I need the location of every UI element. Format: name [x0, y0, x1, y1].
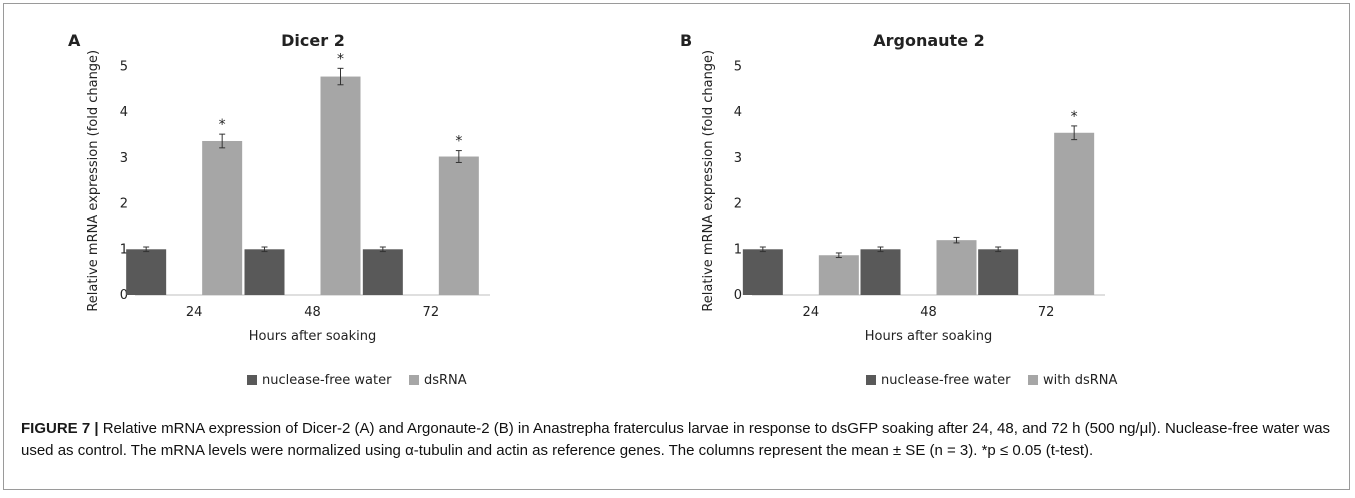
panel-b-legend-swatch [866, 375, 876, 385]
panel-b-ytick-label: 2 [734, 197, 742, 212]
panel-a-significance-mark: * [219, 117, 226, 133]
panel-a-bar [438, 156, 479, 295]
panel-b-bar [860, 249, 901, 295]
figure-caption: FIGURE 7 | Relative mRNA expression of D… [21, 418, 1333, 461]
panel-b-significance-mark: * [1071, 109, 1078, 125]
panel-b-bar [1054, 132, 1095, 295]
panel-a-bar [320, 76, 361, 295]
panel-b-ytick-label: 0 [734, 288, 742, 303]
panel-a-xtick-label: 72 [423, 305, 440, 320]
panel-b-ytick-label: 4 [734, 105, 742, 120]
panel-b-ytick-label: 3 [734, 151, 742, 166]
panel-a-label: A [68, 31, 81, 50]
panel-b-ytick-label: 5 [734, 60, 742, 75]
panel-a-xlabel: Hours after soaking [249, 329, 376, 344]
panel-a-bar [362, 249, 403, 295]
panel-b-ylabel: Relative mRNA expression (fold change) [701, 50, 716, 312]
panel-b-bar [742, 249, 783, 295]
panel-a-ylabel: Relative mRNA expression (fold change) [86, 50, 101, 312]
panel-a-ytick-label: 4 [120, 105, 128, 120]
panel-a-ytick-label: 0 [120, 288, 128, 303]
figure-charts: A Dicer 2 Relative mRNA expression (fold c… [68, 31, 1117, 388]
panel-a-legend-swatch [247, 375, 257, 385]
panel-a-bar [202, 140, 243, 295]
panel-a-significance-mark: * [337, 51, 344, 67]
panel-b-title: Argonaute 2 [873, 31, 985, 50]
panel-a-ytick-label: 3 [120, 151, 128, 166]
panel-a-xtick-label: 48 [304, 305, 321, 320]
panel-b-bar [978, 249, 1019, 295]
panel-a-legend-label: nuclease-free water [262, 373, 392, 388]
panel-a-ytick-label: 1 [120, 242, 128, 257]
panel-a-legend-swatch [409, 375, 419, 385]
caption-text: Relative mRNA expression of Dicer-2 (A) … [21, 420, 1331, 459]
panel-b-ytick-label: 1 [734, 242, 742, 257]
caption-label: FIGURE 7 | [21, 420, 99, 437]
panel-a-title: Dicer 2 [281, 31, 345, 50]
panel-b-legend-swatch [1028, 375, 1038, 385]
panel-a-bar [244, 249, 285, 295]
panel-a-bar [126, 249, 167, 295]
panel-b-legend-label: nuclease-free water [881, 373, 1011, 388]
panel-a-legend-label: dsRNA [424, 373, 467, 388]
panel-a-significance-mark: * [455, 134, 462, 150]
panel-b-xlabel: Hours after soaking [865, 329, 992, 344]
figure-frame [3, 3, 1350, 490]
panel-a-ytick-label: 2 [120, 197, 128, 212]
panel-b-xtick-label: 72 [1038, 305, 1055, 320]
panel-b-bar [818, 255, 859, 295]
panel-b-bar [936, 240, 977, 295]
panel-a-ytick-label: 5 [120, 60, 128, 75]
panel-b-label: B [680, 31, 692, 50]
panel-b-xtick-label: 48 [920, 305, 937, 320]
panel-b-xtick-label: 24 [803, 305, 820, 320]
panel-a-xtick-label: 24 [186, 305, 203, 320]
panel-b-legend-label: with dsRNA [1043, 373, 1117, 388]
